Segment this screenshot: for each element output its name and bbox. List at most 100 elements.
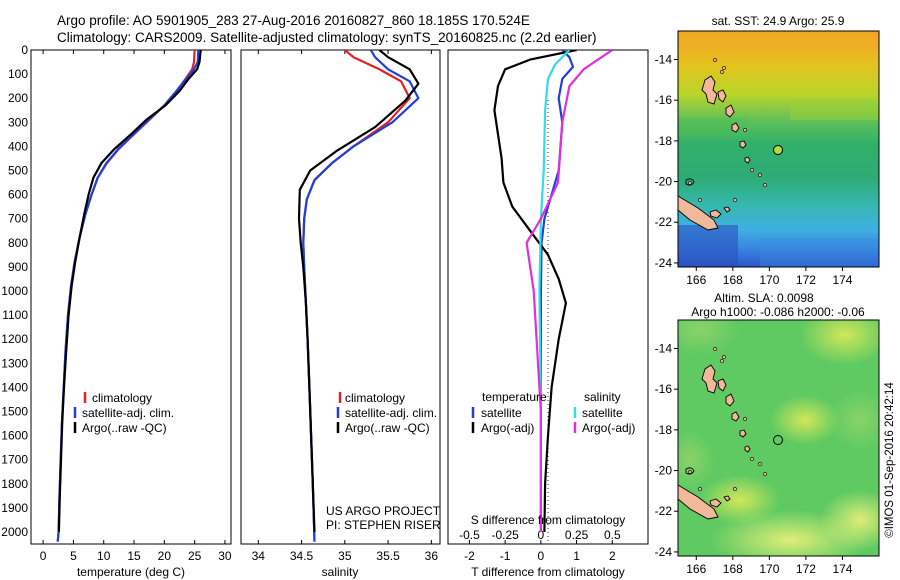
lon-tick-label: 172 (796, 273, 816, 287)
islet (743, 417, 747, 421)
lon-tick-label: 166 (686, 273, 706, 287)
figure-title-line1: Argo profile: AO 5901905_283 27-Aug-2016… (57, 13, 530, 28)
islet (688, 470, 692, 474)
depth-tick-label: 1800 (1, 477, 28, 491)
sst-map-frame (677, 30, 880, 268)
lat-tick-label: -16 (655, 93, 673, 107)
x-tick-label-S: 0.25 (565, 528, 589, 542)
x-tick-label-S: -0.25 (491, 528, 519, 542)
sst-map-axes: 166 168 170 172 174 -14 -16 -18 -20 -22 -24 (655, 52, 853, 287)
salinity-legend: climatology satellite-adj. clim. Argo(..… (336, 391, 437, 435)
lon-tick-label: 168 (723, 273, 743, 287)
sst-islands (678, 58, 767, 231)
sla-float-marker (773, 435, 783, 445)
lon-tick-label: 174 (832, 273, 852, 287)
depth-tick-label: 900 (8, 260, 28, 274)
sla-field-texture (678, 320, 879, 556)
island-shape (744, 445, 751, 453)
lon-tick-label: 170 (759, 562, 779, 576)
depth-tick-label: 1700 (1, 453, 28, 467)
salinity-x-label: salinity (322, 565, 359, 579)
depth-tick-label: 400 (8, 139, 28, 153)
x-tick-label-T: 0 (538, 549, 545, 563)
difference-panel: -2 -1 0 1 2 -0.5 -0.25 0 0.25 0.5 T difference fr… (447, 49, 649, 579)
island-shape (731, 411, 740, 422)
sla-map-frame (677, 319, 880, 557)
sst-float-marker (773, 145, 783, 155)
lat-tick-label: -22 (655, 215, 673, 229)
difference-legend: temperature salinity satellite Argo(-adj… (471, 390, 635, 435)
lon-tick-label: 170 (759, 273, 779, 287)
sst-map: sat. SST: 24.9 Argo: 25.9 166 168 170 172 17… (655, 14, 880, 287)
islet (713, 58, 717, 62)
islet (722, 355, 726, 359)
islet (698, 198, 702, 202)
x-tick-label: 30 (218, 549, 232, 563)
islet (750, 168, 754, 172)
reef-outline (685, 467, 695, 475)
salinity-lines (297, 50, 420, 542)
depth-tick-label: 600 (8, 188, 28, 202)
legend-label-sal-argo: Argo(-adj) (582, 421, 635, 435)
island-shape (678, 195, 719, 231)
depth-tick-label: 500 (8, 163, 28, 177)
x-tick-label: 0 (40, 549, 47, 563)
islet (698, 487, 702, 491)
sla-map-title-line1: Altim. SLA: 0.0098 (714, 291, 814, 305)
island-shape (717, 89, 727, 103)
series-line (525, 50, 613, 532)
reef-outline (685, 178, 695, 186)
lat-tick-label: -24 (655, 545, 673, 559)
lat-tick-label: -16 (655, 382, 673, 396)
figure-title-line2: Climatology: CARS2009. Satellite-adjuste… (57, 30, 597, 45)
series-line (57, 50, 202, 533)
temperature-x-label: temperature (deg C) (77, 565, 185, 579)
depth-tick-label: 700 (8, 212, 28, 226)
islet (733, 198, 737, 202)
lon-tick-label: 174 (832, 562, 852, 576)
island-shape (731, 122, 740, 133)
x-tick-label: 35 (338, 549, 352, 563)
legend-label-argo: Argo(..raw -QC) (82, 421, 167, 435)
island-shape (739, 429, 747, 438)
project-note-line2: PI: STEPHEN RISER (326, 518, 441, 532)
islet (688, 181, 692, 185)
legend-title-temperature: temperature (482, 390, 547, 404)
x-tick-label: 5 (70, 549, 77, 563)
island-shape (709, 209, 722, 219)
island-shape (678, 484, 719, 520)
x-tick-label-T: 2 (609, 549, 616, 563)
sla-map-title-line2: Argo h1000: -0.086 h2000: -0.06 (691, 305, 865, 319)
lat-tick-label: -18 (655, 134, 673, 148)
island-shape (744, 156, 751, 164)
credit-text: ©IMOS 01-Sep-2016 20:42:14 (884, 382, 896, 538)
islet (722, 66, 726, 70)
islet (758, 462, 762, 466)
x-tick-label: 10 (97, 549, 111, 563)
legend-label-satellite: satellite-adj. clim. (82, 406, 174, 420)
legend-label-temp-argo: Argo(-adj) (481, 421, 534, 435)
temperature-x-ticks: 0 5 10 15 20 25 30 (40, 50, 232, 563)
legend-title-salinity: salinity (584, 390, 621, 404)
project-note-line1: US ARGO PROJECT (326, 504, 441, 518)
x-tick-label: 34 (252, 549, 266, 563)
island-shape (725, 104, 735, 118)
difference-lines (493, 50, 613, 533)
depth-tick-label: 1900 (1, 501, 28, 515)
islet (750, 457, 754, 461)
temperature-lines (56, 50, 202, 542)
island-shape (725, 393, 735, 407)
lat-tick-label: -14 (655, 52, 673, 66)
x-tick-label: 35.5 (376, 549, 400, 563)
depth-tick-label: 1000 (1, 284, 28, 298)
sla-islands (678, 347, 767, 520)
x-tick-label-S: 0 (538, 528, 545, 542)
temperature-plot-frame (30, 49, 232, 545)
island-shape (723, 495, 731, 502)
x-tick-label-T: 1 (573, 549, 580, 563)
lat-tick-label: -14 (655, 341, 673, 355)
x-tick-label: 34.5 (290, 549, 314, 563)
depth-tick-label: 300 (8, 115, 28, 129)
series-line (493, 50, 577, 533)
depth-tick-label: 800 (8, 236, 28, 250)
